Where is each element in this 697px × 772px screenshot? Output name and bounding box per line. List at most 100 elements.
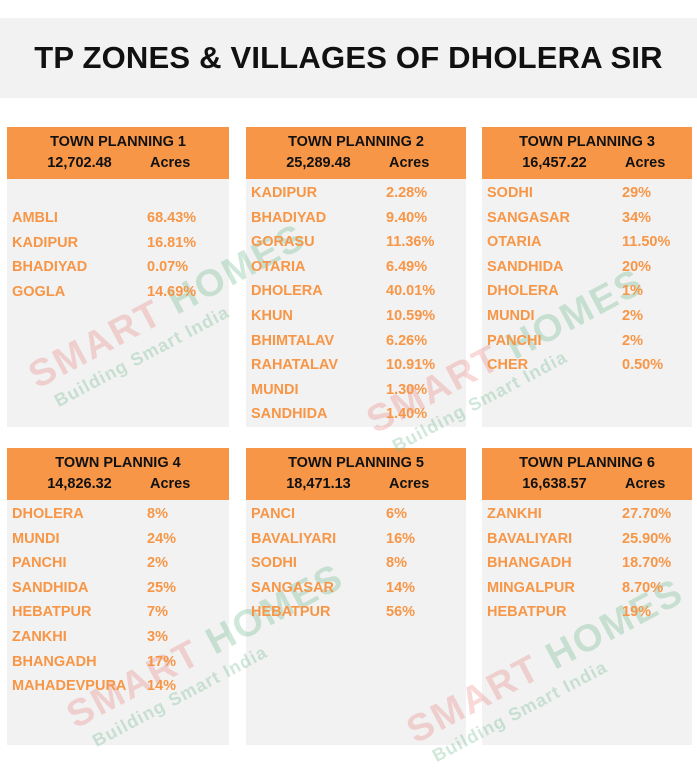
village-name: PANCHI	[487, 332, 542, 349]
village-name: SANGASAR	[487, 209, 570, 226]
village-name: KHUN	[251, 307, 293, 324]
village-name: SANDHIDA	[487, 258, 564, 275]
list-item: GORASU 11.36%	[246, 230, 466, 255]
village-share: 17%	[147, 653, 177, 670]
village-share: 40.01%	[386, 283, 436, 300]
list-item: MUNDI 2%	[482, 304, 692, 329]
tp-unit: Acres	[389, 155, 430, 171]
village-share: 16%	[386, 530, 416, 547]
village-share: 8%	[386, 555, 407, 572]
village-share: 1.40%	[386, 406, 428, 423]
list-item: MUNDI 1.30%	[246, 378, 466, 403]
page-title: TP ZONES & VILLAGES OF DHOLERA SIR	[34, 40, 663, 75]
list-item: GOGLA 14.69%	[7, 280, 229, 305]
tp-name: TOWN PLANNING 6	[519, 455, 655, 471]
village-share: 6%	[386, 506, 407, 522]
village-name: SODHI	[487, 185, 533, 201]
list-item: KADIPUR 2.28%	[246, 181, 466, 206]
tp-name: TOWN PLANNIG 4	[55, 455, 181, 471]
list-item: DHOLERA 40.01%	[246, 279, 466, 304]
village-name: BAVALIYARI	[251, 530, 337, 547]
village-name: ZANKHI	[12, 628, 67, 645]
village-share: 11.50%	[622, 234, 671, 251]
village-name: ZANKHI	[487, 506, 542, 522]
village-share: 2.28%	[386, 185, 428, 201]
village-name: MUNDI	[487, 307, 535, 324]
list-item: SANDHIDA 20%	[482, 255, 692, 280]
village-name: KADIPUR	[12, 234, 79, 251]
tp-panel-header: TOWN PLANNING 6 16,638.57 Acres	[482, 448, 692, 500]
village-name: BAVALIYARI	[487, 530, 573, 547]
tp-panel-5: TOWN PLANNING 5 18,471.13 Acres PANCI 6% …	[246, 448, 466, 745]
village-share: 68.43%	[147, 210, 197, 226]
tp-name: TOWN PLANNING 1	[50, 134, 186, 150]
village-name: PANCHI	[12, 555, 67, 572]
village-name: MINGALPUR	[487, 579, 575, 596]
village-share: 8.70%	[622, 579, 664, 596]
tp-panel-header: TOWN PLANNIG 4 14,826.32 Acres	[7, 448, 229, 500]
tp-unit: Acres	[150, 155, 191, 171]
village-name: OTARIA	[487, 234, 542, 251]
village-share: 14%	[147, 678, 177, 695]
list-item: MAHADEVPURA 14%	[7, 674, 229, 699]
village-share: 7%	[147, 604, 168, 621]
village-name: BHANGADH	[487, 555, 572, 572]
list-item: OTARIA 6.49%	[246, 255, 466, 280]
list-item: BHANGADH 17%	[7, 650, 229, 675]
village-name: PANCI	[251, 506, 296, 522]
village-name: HEBATPUR	[12, 604, 92, 621]
village-share: 10.59%	[386, 307, 436, 324]
list-item: HEBATPUR 56%	[246, 600, 466, 625]
list-item: AMBLI 68.43%	[7, 206, 229, 231]
tp-name: TOWN PLANNING 2	[288, 134, 424, 150]
village-name: RAHATALAV	[251, 357, 338, 374]
list-item: SANDHIDA 25%	[7, 576, 229, 601]
tp-panel-3: TOWN PLANNING 3 16,457.22 Acres SODHI 29%…	[482, 127, 692, 427]
list-item: BHANGADH 18.70%	[482, 551, 692, 576]
village-share: 1.30%	[386, 381, 428, 398]
list-item: KHUN 10.59%	[246, 304, 466, 329]
tp-area: 16,457.22	[522, 155, 587, 171]
tp-panel-4: TOWN PLANNIG 4 14,826.32 Acres DHOLERA 8%…	[7, 448, 229, 745]
village-share: 6.49%	[386, 258, 428, 275]
list-item: PANCHI 2%	[482, 329, 692, 354]
tp-panel-header: TOWN PLANNING 1 12,702.48 Acres	[7, 127, 229, 179]
list-item: MINGALPUR 8.70%	[482, 576, 692, 601]
village-share: 27.70%	[622, 506, 672, 522]
tp-panel-header: TOWN PLANNING 5 18,471.13 Acres	[246, 448, 466, 500]
list-item: DHOLERA 8%	[7, 502, 229, 527]
village-share: 9.40%	[386, 209, 428, 226]
list-item: RAHATALAV 10.91%	[246, 353, 466, 378]
village-share: 29%	[622, 185, 652, 201]
tp-unit: Acres	[150, 476, 191, 492]
tp-panel-6: TOWN PLANNING 6 16,638.57 Acres ZANKHI 27…	[482, 448, 692, 745]
village-share: 1%	[622, 283, 643, 300]
list-item: CHER 0.50%	[482, 353, 692, 378]
tp-area: 18,471.13	[286, 476, 351, 492]
tp-unit: Acres	[389, 476, 430, 492]
village-name: GORASU	[251, 234, 315, 251]
list-item: SANGASAR 14%	[246, 576, 466, 601]
list-item: SODHI 8%	[246, 551, 466, 576]
village-share: 14.69%	[147, 283, 197, 300]
tp-panel-header: TOWN PLANNING 2 25,289.48 Acres	[246, 127, 466, 179]
village-share: 2%	[622, 332, 643, 349]
tp-panel-2: TOWN PLANNING 2 25,289.48 Acres KADIPUR 2…	[246, 127, 466, 427]
village-name: BHADIYAD	[251, 209, 327, 226]
tp-panel-header: TOWN PLANNING 3 16,457.22 Acres	[482, 127, 692, 179]
village-share: 19%	[622, 604, 652, 621]
village-name: SANDHIDA	[251, 406, 328, 423]
village-share: 3%	[147, 628, 168, 645]
tp-name: TOWN PLANNING 5	[288, 455, 424, 471]
list-item: OTARIA 11.50%	[482, 230, 692, 255]
village-name: SANGASAR	[251, 579, 334, 596]
list-item: BAVALIYARI 25.90%	[482, 527, 692, 552]
list-item: SANDHIDA 1.40%	[246, 402, 466, 427]
list-item: ZANKHI 3%	[7, 625, 229, 650]
tp-unit: Acres	[625, 155, 666, 171]
village-share: 8%	[147, 506, 168, 522]
village-share: 0.50%	[622, 357, 664, 374]
village-name: DHOLERA	[251, 283, 323, 300]
tp-area: 16,638.57	[522, 476, 587, 492]
village-share: 2%	[147, 555, 168, 572]
